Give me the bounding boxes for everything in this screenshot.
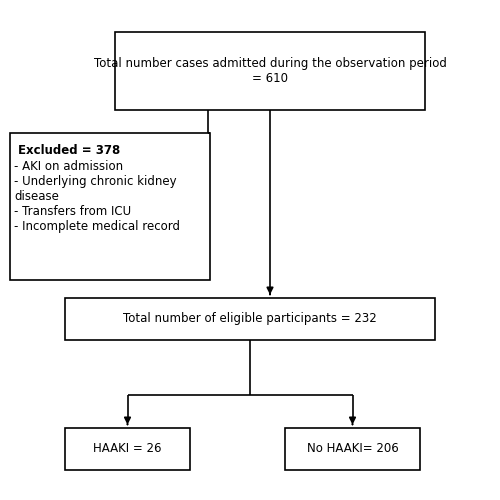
Text: Total number of eligible participants = 232: Total number of eligible participants = … bbox=[123, 312, 377, 325]
Text: No HAAKI= 206: No HAAKI= 206 bbox=[306, 442, 398, 455]
Text: Total number cases admitted during the observation period
= 610: Total number cases admitted during the o… bbox=[94, 57, 446, 85]
Bar bbox=[65, 428, 190, 470]
Text: HAAKI = 26: HAAKI = 26 bbox=[93, 442, 162, 455]
Bar bbox=[285, 428, 420, 470]
Text: Excluded = 378: Excluded = 378 bbox=[18, 144, 120, 156]
Bar bbox=[65, 298, 435, 340]
Bar bbox=[115, 32, 425, 110]
Text: - AKI on admission
- Underlying chronic kidney
disease
- Transfers from ICU
- In: - AKI on admission - Underlying chronic … bbox=[14, 160, 180, 233]
Bar bbox=[10, 132, 210, 280]
